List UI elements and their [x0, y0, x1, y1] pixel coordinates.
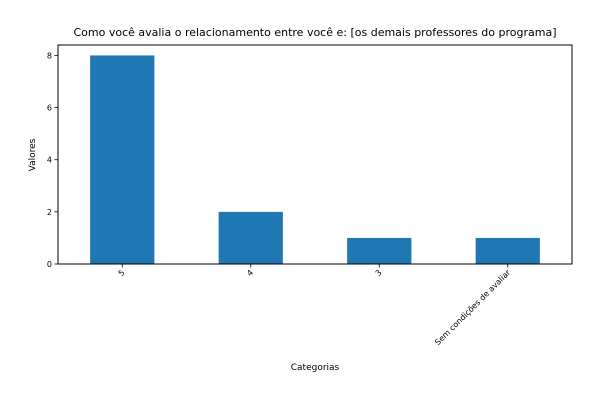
x-axis-label: Categorias	[291, 363, 340, 373]
y-tick-label-2: 4	[47, 156, 52, 165]
bar-2	[347, 237, 412, 264]
bars-layer	[90, 55, 540, 265]
bar-1	[218, 211, 283, 264]
bar-3	[475, 237, 540, 264]
y-tick-label-4: 8	[47, 51, 52, 60]
x-tick-label-0: 5	[117, 268, 127, 278]
plot-frame	[57, 44, 573, 265]
y-axis: 0 2 4 6 8	[47, 51, 58, 269]
x-tick-label-1: 4	[245, 268, 255, 278]
chart-title: Como você avalia o relacionamento entre …	[73, 26, 556, 39]
bar-0	[90, 55, 155, 265]
x-tick-label-2: 3	[374, 268, 384, 278]
y-tick-label-0: 0	[47, 260, 52, 269]
y-tick-label-3: 6	[47, 104, 52, 113]
y-axis-label: Valores	[28, 138, 38, 171]
y-tick-label-1: 2	[47, 208, 52, 217]
